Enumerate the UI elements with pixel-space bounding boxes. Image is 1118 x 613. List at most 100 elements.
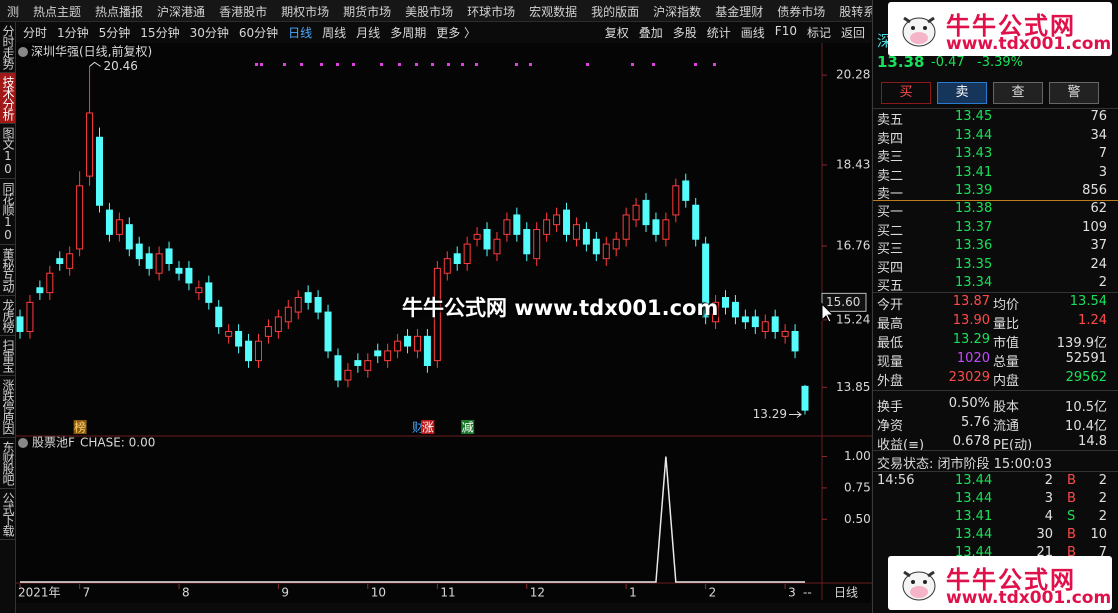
tool-button[interactable]: 叠加	[638, 26, 663, 40]
menu-item[interactable]: 香港股市	[219, 5, 268, 19]
annotation-arrow	[89, 61, 101, 67]
tool-button[interactable]: 返回	[840, 26, 865, 40]
sidebar-tab[interactable]: 涨跌停原因	[0, 376, 15, 438]
candle-body	[592, 238, 600, 255]
divider	[873, 450, 1118, 451]
candle-body	[463, 243, 471, 265]
stat-value: 13.29	[952, 332, 990, 347]
tool-button[interactable]: F10	[774, 24, 797, 38]
tool-button[interactable]: 统计	[706, 26, 731, 40]
tick-side: B	[1067, 545, 1076, 560]
period-button[interactable]: 30分钟	[189, 26, 229, 40]
candle-body	[761, 321, 769, 332]
stat-value: 10.4亿	[1065, 419, 1107, 434]
tool-button[interactable]: 画线	[740, 26, 765, 40]
stat-label: PE(动)	[993, 438, 1033, 453]
period-button[interactable]: 1分钟	[57, 26, 89, 40]
stat-value: 0.50%	[948, 396, 990, 411]
sidebar-tab[interactable]: 图文10	[0, 124, 15, 179]
tool-button[interactable]: 多股	[672, 26, 697, 40]
period-button[interactable]: 5分钟	[98, 26, 131, 40]
signal-dot	[255, 63, 258, 66]
collapse-icon	[18, 47, 28, 57]
candle-body	[185, 267, 193, 284]
divider	[873, 390, 1118, 391]
menu-item[interactable]: 债券市场	[777, 5, 826, 19]
period-button[interactable]: 周线	[322, 26, 347, 40]
sidebar-tab[interactable]: 公式下载	[0, 489, 15, 540]
period-button[interactable]: 多周期	[390, 26, 427, 40]
stat-value: 14.8	[1078, 434, 1107, 449]
menu-item[interactable]: 环球市场	[467, 5, 516, 19]
x-tick-label: 1	[629, 586, 637, 600]
candle-body	[483, 229, 491, 250]
signal-dot	[529, 63, 532, 66]
menu-item[interactable]: 我的版面	[591, 5, 640, 19]
tick-count: 10	[1090, 527, 1107, 542]
logo-name: 牛牛公式网	[946, 12, 1076, 40]
period-button[interactable]: 15分钟	[140, 26, 180, 40]
period-button[interactable]: 更多 〉	[436, 26, 477, 40]
trade-button[interactable]: 卖	[937, 82, 987, 104]
y-tick-label: 0.50	[844, 512, 871, 526]
candle-body	[294, 296, 302, 313]
sidebar-tab[interactable]: 分时走势	[0, 22, 15, 73]
signal-dot	[415, 63, 418, 66]
menu-item[interactable]: 期权市场	[281, 5, 330, 19]
menu-bar: 测热点主题 热点播报 沪深港通 香港股市 期权市场 期货市场 美股市场 环球市场 宏观数据 我的版…	[0, 0, 1118, 22]
x-tick-label: 7	[83, 586, 91, 600]
logo: 牛牛公式网 www.tdx001.com	[888, 556, 1112, 610]
period-button[interactable]: 日线	[288, 26, 313, 40]
candle-body	[274, 316, 282, 332]
tool-button[interactable]: 标记	[806, 26, 831, 40]
signal-dot	[515, 63, 518, 66]
menu-item[interactable]: 期货市场	[343, 5, 392, 19]
trade-button[interactable]: 查	[993, 82, 1043, 104]
stat-value: 52591	[1065, 351, 1107, 366]
sidebar-tab[interactable]: 龙虎榜	[0, 296, 15, 336]
indicator-readout: CHASE: 0.00	[80, 436, 155, 450]
stat-label: 总量	[993, 355, 1020, 370]
menu-item[interactable]: 宏观数据	[529, 5, 578, 19]
sidebar-tab[interactable]: 扫雷宝	[0, 336, 15, 376]
logo: 牛牛公式网 www.tdx001.com	[888, 2, 1112, 56]
period-button[interactable]: 60分钟	[238, 26, 279, 40]
menu-item[interactable]: 测	[7, 5, 20, 19]
sidebar-tab[interactable]: 同花顺10	[0, 179, 15, 245]
tick-price: 13.44	[955, 527, 993, 542]
period-button[interactable]: 分时	[23, 26, 48, 40]
stat-value: 13.87	[952, 294, 990, 309]
menu-item[interactable]: 基金理财	[715, 5, 764, 19]
period-button[interactable]: 月线	[356, 26, 381, 40]
logo-icon	[902, 570, 936, 601]
tick-side: B	[1067, 473, 1076, 488]
high-label: 20.46	[104, 59, 138, 73]
y-tick-label: 20.28	[836, 68, 870, 82]
menu-item[interactable]: 美股市场	[405, 5, 454, 19]
event-label: 榜	[74, 420, 86, 435]
signal-dot	[447, 63, 450, 66]
candle-body	[56, 258, 64, 265]
sidebar-tab[interactable]: 技术分析	[0, 73, 15, 124]
book-price: 13.41	[955, 164, 993, 180]
book-volume: 37	[1090, 238, 1107, 253]
trade-button[interactable]: 买	[881, 82, 931, 104]
signal-dot	[283, 63, 286, 66]
book-volume: 7	[1098, 146, 1107, 161]
candle-body	[553, 214, 561, 226]
x-tick-label: 2	[709, 586, 717, 600]
candle-body	[443, 258, 451, 274]
trade-button[interactable]: 警	[1049, 82, 1099, 104]
stat-label: 今开	[877, 298, 904, 313]
sidebar-tab[interactable]: 董秘互动	[0, 245, 15, 296]
tool-button[interactable]: 复权	[604, 26, 629, 40]
menu-item[interactable]: 热点播报	[95, 5, 144, 19]
candle-body	[602, 243, 610, 260]
menu-item[interactable]: 沪深港通	[157, 5, 206, 19]
footer-period: 日线	[834, 586, 858, 600]
candle-body	[245, 340, 253, 362]
menu-item[interactable]: 热点主题	[33, 5, 82, 19]
sidebar-tab[interactable]: 东财股吧	[0, 438, 15, 489]
menu-item[interactable]: 沪深指数	[653, 5, 702, 19]
